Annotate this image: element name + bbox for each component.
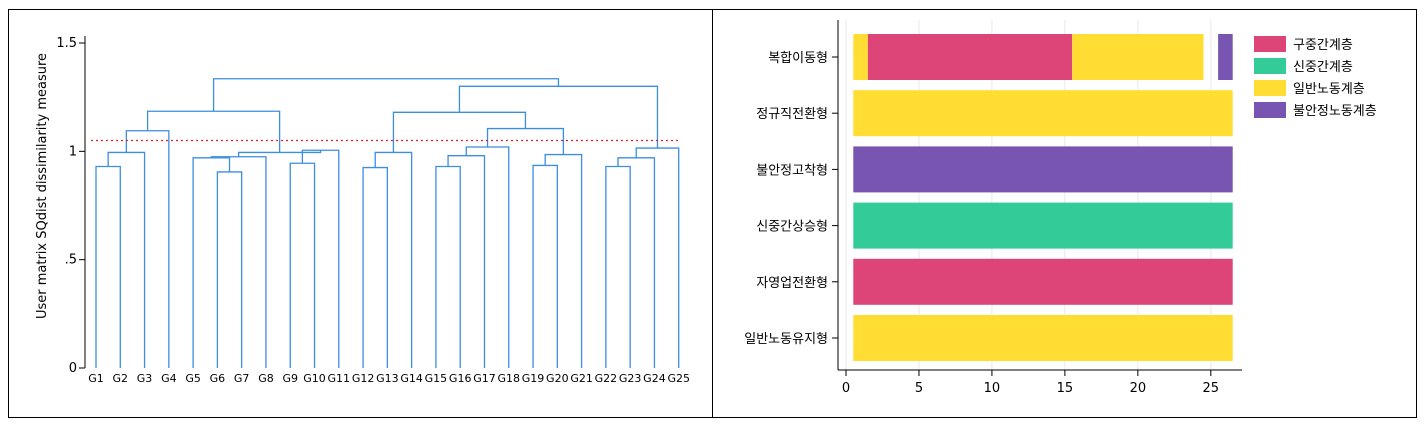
- dendrogram-link: [458, 85, 659, 149]
- y-tick-label: 1.5: [56, 36, 77, 51]
- leaf-label: G18: [497, 372, 520, 385]
- dendrogram-link: [374, 151, 413, 368]
- leaf-label: G7: [234, 372, 250, 385]
- leaf-label: G24: [643, 372, 666, 385]
- x-tick-label: 10: [984, 381, 1001, 396]
- leaf-label: G2: [113, 372, 129, 385]
- legend-label: 구중간계층: [1293, 38, 1353, 53]
- leaf-label: G20: [546, 372, 569, 385]
- category-label: 정규직전환형: [756, 107, 828, 122]
- leaf-label: G22: [595, 372, 618, 385]
- leaf-label: G5: [185, 372, 201, 385]
- dendrogram-link: [237, 150, 322, 157]
- dendrogram-link: [532, 164, 558, 368]
- leaf-label: G11: [328, 372, 351, 385]
- leaf-label: G12: [352, 372, 375, 385]
- leaf-label: G9: [282, 372, 298, 385]
- dendrogram-link: [301, 149, 340, 368]
- bar-segment: [853, 90, 1233, 137]
- y-tick-label: 1: [69, 144, 77, 159]
- x-axis-ticks: 0 5 10 15 20 25: [842, 370, 1219, 396]
- bar-segment: [853, 258, 1233, 305]
- dendrogram-link: [617, 157, 656, 368]
- x-tick-label: 0: [842, 381, 850, 396]
- leaf-label: G4: [161, 372, 177, 385]
- bars: [853, 34, 1233, 361]
- legend-swatch: [1254, 36, 1286, 52]
- leaf-label: G13: [376, 372, 399, 385]
- leaf-labels: G1 G2 G3 G4 G5 G6 G7 G8 G9 G10 G11 G12 G13 G14 G15 G16 G…: [88, 372, 690, 385]
- y-tick-label: .5: [65, 253, 77, 268]
- x-tick-label: 15: [1057, 381, 1074, 396]
- leaf-label: G19: [522, 372, 545, 385]
- dendrogram-link: [486, 127, 565, 155]
- dendrogram-link: [447, 155, 486, 368]
- legend-label: 불안정노동계층: [1293, 104, 1377, 119]
- bar-segment: [853, 34, 868, 80]
- dendrogram-link: [125, 130, 170, 368]
- category-label: 일반노동유지형: [744, 332, 828, 347]
- leaf-label: G21: [570, 372, 593, 385]
- legend-label: 일반노동계층: [1293, 82, 1365, 97]
- leaf-label: G15: [425, 372, 448, 385]
- leaf-label: G6: [210, 372, 226, 385]
- category-label: 신중간상승형: [756, 220, 828, 235]
- dendrogram-link: [435, 165, 461, 368]
- dendrogram-link: [605, 165, 631, 368]
- right-panel-frame: [712, 9, 1417, 418]
- category-label: 복합이동형: [768, 51, 828, 66]
- leaf-label: G25: [667, 372, 690, 385]
- x-tick-label: 25: [1203, 381, 1220, 396]
- bar-segment: [1218, 34, 1233, 80]
- bar-segment: [1072, 34, 1204, 80]
- y-tick-label: 0: [69, 361, 77, 376]
- x-tick-label: 20: [1130, 381, 1147, 396]
- dendrogram-link: [95, 165, 121, 368]
- bar-segment: [853, 315, 1233, 361]
- leaf-label: G23: [619, 372, 642, 385]
- dendrogram-link: [362, 166, 389, 368]
- legend-swatch: [1254, 58, 1286, 74]
- dendrogram-chart: User matrix SQdist dissimilarity measure…: [35, 36, 690, 385]
- leaf-label: G16: [449, 372, 472, 385]
- dendrogram-link: [192, 157, 231, 368]
- y-axis-title: User matrix SQdist dissimilarity measure: [35, 53, 50, 319]
- left-panel-frame: [8, 9, 713, 418]
- category-label: 자영업전환형: [756, 276, 828, 291]
- dendrogram-link: [465, 146, 510, 368]
- dendrogram-link: [635, 147, 680, 368]
- leaf-label: G3: [137, 372, 153, 385]
- x-tick-label: 5: [915, 381, 923, 396]
- leaf-label: G8: [258, 372, 274, 385]
- category-label: 불안정고착형: [756, 163, 828, 178]
- bar-segment: [853, 146, 1233, 193]
- legend-swatch: [1254, 102, 1286, 118]
- dendrogram-link: [146, 110, 281, 153]
- legend-label: 신중간계층: [1293, 60, 1353, 75]
- dendrogram-links: [95, 78, 680, 368]
- leaf-label: G1: [88, 372, 104, 385]
- dendrogram-link: [289, 162, 316, 368]
- dendrogram-link: [212, 78, 560, 112]
- y-axis-ticks: 0 .5 1 1.5: [56, 36, 85, 376]
- dendrogram-link: [544, 153, 583, 368]
- leaf-label: G10: [303, 372, 326, 385]
- dendrogram-link: [210, 156, 267, 368]
- dendrogram-link: [216, 171, 243, 368]
- leaf-label: G17: [473, 372, 496, 385]
- legend-swatch: [1254, 80, 1286, 96]
- bar-segment: [853, 202, 1233, 249]
- bar-segment: [867, 34, 1073, 80]
- dendrogram-link: [107, 151, 146, 368]
- leaf-label: G14: [400, 372, 423, 385]
